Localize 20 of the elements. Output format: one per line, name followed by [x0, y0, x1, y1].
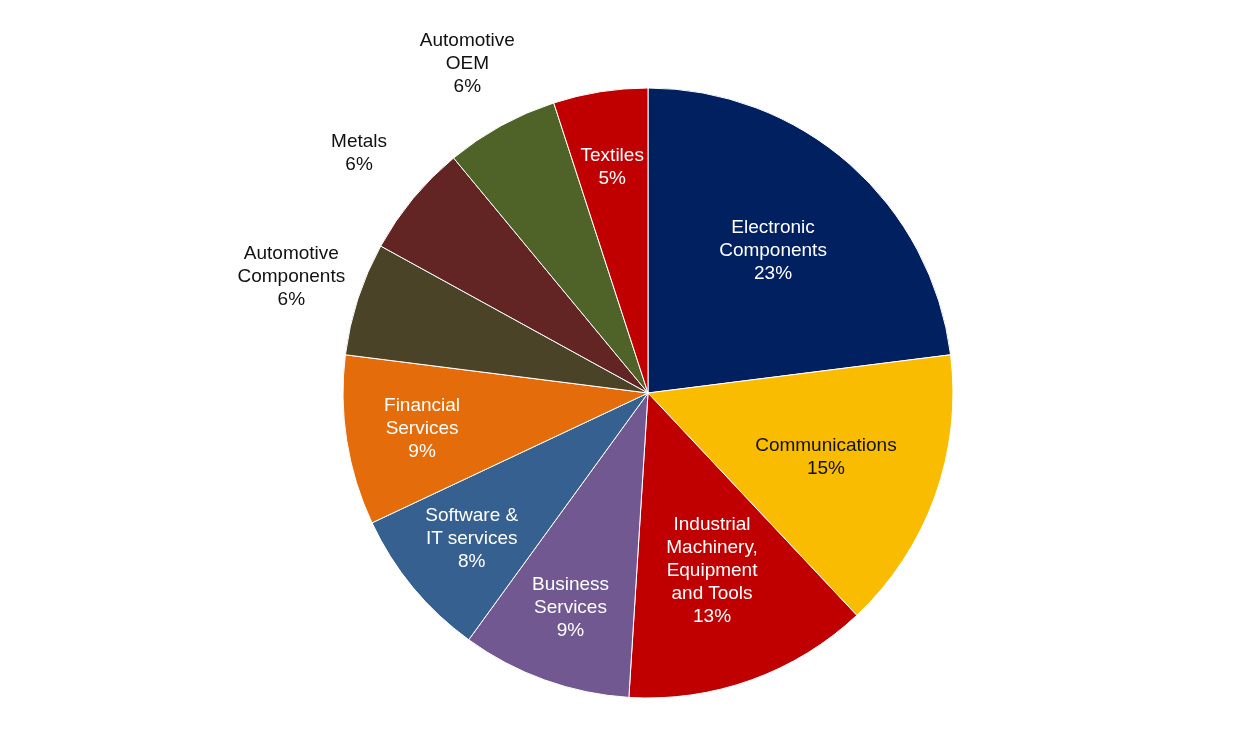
slice-label: Automotive Components	[237, 242, 346, 287]
data-label: 5%	[598, 166, 627, 188]
data-label: 6%	[277, 288, 306, 310]
slice-label: Industrial Machinery, Equipment and Tools	[666, 512, 759, 603]
slice-label: Financial Services	[384, 393, 461, 438]
slice-label: Electronic Components	[719, 216, 827, 261]
slice-label: Communications	[755, 433, 897, 455]
data-label: 23%	[754, 262, 793, 284]
data-label: 15%	[806, 456, 846, 478]
data-label: 6%	[453, 75, 482, 97]
data-label: 13%	[693, 604, 732, 626]
data-label: 8%	[458, 549, 486, 571]
data-label: 9%	[556, 619, 585, 641]
data-label: 9%	[408, 439, 436, 461]
slice-label: Automotive OEM	[419, 29, 515, 74]
slice-label: Business Services	[531, 573, 610, 618]
slice-label: Software & IT services	[425, 503, 519, 548]
slice-label: Textiles	[580, 143, 644, 165]
slice-label: Metals	[331, 130, 388, 152]
data-label: 6%	[345, 153, 373, 175]
